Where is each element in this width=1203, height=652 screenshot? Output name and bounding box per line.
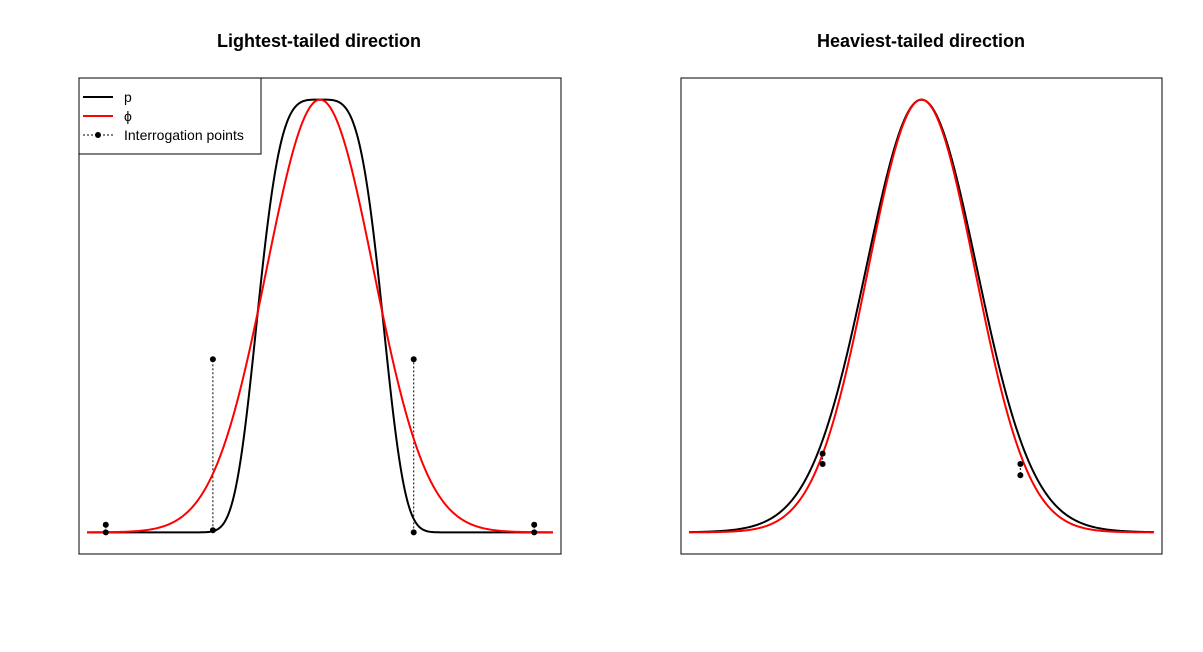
chart-title: Lightest-tailed direction [217, 31, 421, 51]
interrogation-point-p [209, 527, 216, 534]
series-line-phi [87, 98, 553, 534]
chart-panel-lightest: Lightest-tailed direction p ϕ Interrogat… [78, 31, 562, 555]
legend-label-p: p [124, 89, 132, 105]
legend-label-interrogation: Interrogation points [124, 127, 244, 143]
legend-label-phi: ϕ [124, 108, 132, 124]
interrogation-point-phi [410, 356, 417, 363]
plot-frame [680, 77, 1163, 555]
interrogation-point-phi [1017, 472, 1024, 479]
interrogation-point-phi [531, 521, 538, 528]
legend-key-interrogation-point [95, 132, 101, 138]
series-line-phi [689, 98, 1154, 534]
chart-panel-heaviest: Heaviest-tailed direction [680, 31, 1163, 555]
interrogation-point-p [531, 529, 538, 536]
interrogation-point-p [1017, 460, 1024, 467]
interrogation-point-phi [819, 460, 826, 467]
interrogation-point-p [410, 529, 417, 536]
interrogation-point-phi [102, 521, 109, 528]
interrogation-point-p [102, 529, 109, 536]
plot-frame [78, 77, 562, 555]
interrogation-point-p [819, 450, 826, 457]
plot-marks [87, 98, 553, 536]
plot-marks [689, 98, 1154, 534]
interrogation-point-phi [209, 356, 216, 363]
legend: p ϕ Interrogation points [78, 77, 262, 155]
chart-title: Heaviest-tailed direction [817, 31, 1025, 51]
series-line-p [87, 98, 553, 534]
series-line-p [689, 98, 1154, 534]
